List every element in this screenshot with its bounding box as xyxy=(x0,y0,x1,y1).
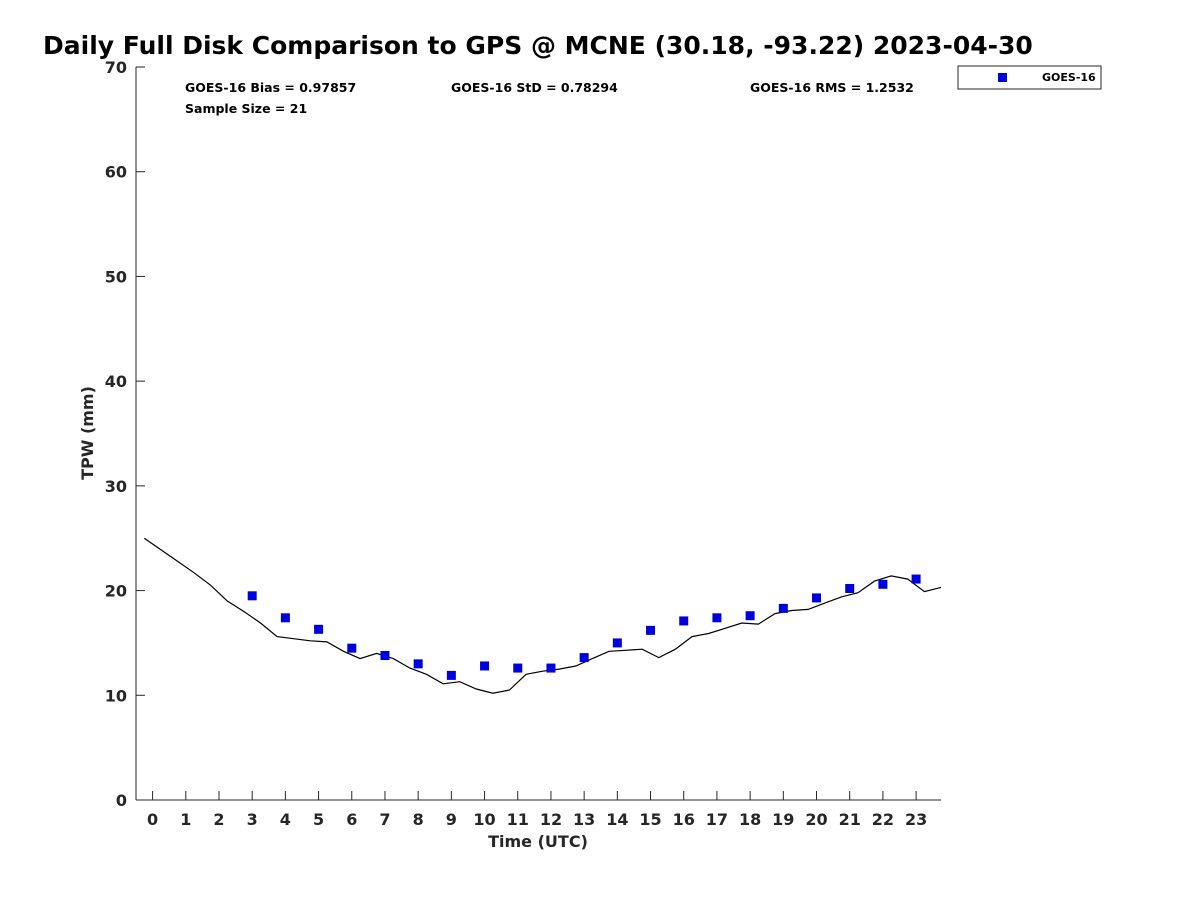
goes16-point xyxy=(812,593,822,603)
goes16-point xyxy=(480,661,490,671)
x-tick-label: 19 xyxy=(772,810,794,829)
x-tick-label: 22 xyxy=(872,810,894,829)
x-tick-label: 18 xyxy=(739,810,761,829)
bias-stat: GOES-16 Bias = 0.97857 xyxy=(185,80,356,95)
x-tick-label: 15 xyxy=(639,810,661,829)
y-tick-label: 40 xyxy=(105,372,127,391)
std-stat: GOES-16 StD = 0.78294 xyxy=(451,80,618,95)
goes16-point xyxy=(513,663,523,673)
x-tick-label: 14 xyxy=(606,810,628,829)
x-tick-label: 20 xyxy=(805,810,827,829)
x-tick-label: 17 xyxy=(706,810,728,829)
x-tick-label: 1 xyxy=(180,810,191,829)
x-axis-label: Time (UTC) xyxy=(488,832,588,851)
x-tick-label: 5 xyxy=(313,810,324,829)
y-tick-label: 20 xyxy=(105,582,127,601)
goes16-point xyxy=(745,611,755,621)
y-tick-label: 70 xyxy=(105,58,127,77)
y-ticks: 0 10 20 30 40 50 60 70 xyxy=(105,58,145,810)
x-tick-label: 12 xyxy=(540,810,562,829)
goes16-point xyxy=(712,613,722,623)
goes16-point xyxy=(579,653,589,663)
goes16-point xyxy=(546,663,556,673)
goes16-point xyxy=(314,624,324,634)
y-axis-label: TPW (mm) xyxy=(78,386,97,480)
x-tick-label: 8 xyxy=(413,810,424,829)
chart-title: Daily Full Disk Comparison to GPS @ MCNE… xyxy=(43,31,1033,60)
goes16-point xyxy=(347,643,357,653)
rms-stat: GOES-16 RMS = 1.2532 xyxy=(750,80,914,95)
x-tick-label: 3 xyxy=(247,810,258,829)
x-tick-label: 23 xyxy=(905,810,927,829)
y-tick-label: 10 xyxy=(105,686,127,705)
y-tick-label: 50 xyxy=(105,267,127,286)
sample-size-stat: Sample Size = 21 xyxy=(185,101,307,116)
y-tick-label: 30 xyxy=(105,477,127,496)
x-tick-label: 11 xyxy=(507,810,529,829)
x-tick-label: 6 xyxy=(346,810,357,829)
legend: GOES-16 xyxy=(957,65,1102,90)
gps-series-line xyxy=(143,537,942,694)
gps-line-group xyxy=(143,537,942,694)
goes16-point xyxy=(679,616,689,626)
x-tick-label: 9 xyxy=(446,810,457,829)
x-tick-label: 0 xyxy=(147,810,158,829)
x-tick-label: 2 xyxy=(213,810,224,829)
goes16-point xyxy=(646,625,656,635)
goes16-point xyxy=(845,583,855,593)
x-tick-label: 10 xyxy=(473,810,495,829)
x-ticks: 0 1 2 3 4 5 6 7 8 9 10 11 12 13 14 15 16 17 18 19 20 21 22 23 xyxy=(147,791,927,829)
goes16-point xyxy=(413,659,423,669)
x-tick-label: 16 xyxy=(673,810,695,829)
x-tick-label: 13 xyxy=(573,810,595,829)
x-tick-label: 21 xyxy=(839,810,861,829)
goes16-point xyxy=(778,603,788,613)
y-tick-label: 60 xyxy=(105,163,127,182)
x-tick-label: 7 xyxy=(379,810,390,829)
goes16-point xyxy=(380,650,390,660)
goes16-point xyxy=(612,638,622,648)
y-tick-label: 0 xyxy=(116,791,127,810)
goes16-point xyxy=(247,591,257,601)
goes16-point xyxy=(911,574,921,584)
legend-marker-goes16 xyxy=(998,73,1007,82)
goes16-points xyxy=(247,574,921,680)
x-tick-label: 4 xyxy=(280,810,291,829)
legend-label-goes16: GOES-16 xyxy=(1042,71,1096,84)
goes16-point xyxy=(446,670,456,680)
legend-box xyxy=(957,65,1102,90)
goes16-point xyxy=(878,579,888,589)
goes16-point xyxy=(280,613,290,623)
